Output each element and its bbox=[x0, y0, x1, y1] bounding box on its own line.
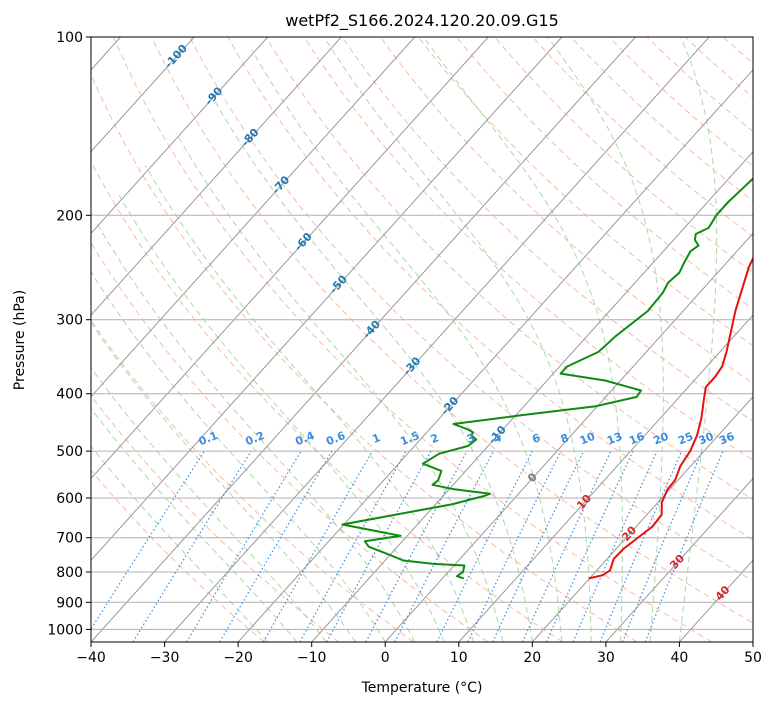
moist-adiabat bbox=[91, 270, 386, 642]
x-tick-label: −40 bbox=[76, 650, 106, 666]
chart-title: wetPf2_S166.2024.120.20.09.G15 bbox=[285, 11, 559, 31]
y-tick-label: 100 bbox=[56, 30, 83, 46]
isotherm-line bbox=[91, 37, 489, 480]
mixing-ratio-line bbox=[599, 450, 683, 642]
mixing-ratio-line bbox=[622, 450, 703, 642]
isotherm-line bbox=[91, 37, 342, 316]
moist-adiabat bbox=[210, 94, 533, 642]
mixing-ratio-label: 16 bbox=[627, 430, 646, 448]
x-tick-label: −10 bbox=[297, 650, 327, 666]
mixing-ratio-line bbox=[91, 450, 205, 631]
dry-adiabat bbox=[189, 37, 753, 582]
dry-adiabat bbox=[113, 37, 713, 642]
x-tick-label: 30 bbox=[597, 650, 615, 666]
isotherm-line bbox=[531, 396, 753, 642]
mixing-ratio-line bbox=[326, 450, 432, 642]
dry-adiabat bbox=[91, 73, 638, 642]
mixing-ratio-line bbox=[492, 450, 585, 642]
temperature-profile bbox=[588, 255, 753, 580]
mixing-ratio-label: 36 bbox=[717, 430, 736, 448]
y-tick-label: 900 bbox=[56, 595, 83, 611]
mixing-ratio-line bbox=[186, 450, 302, 642]
x-tick-label: 10 bbox=[450, 650, 468, 666]
x-tick-label: −30 bbox=[150, 650, 180, 666]
moist-adiabat bbox=[323, 37, 592, 642]
dry-adiabat bbox=[379, 37, 753, 384]
moist-adiabat bbox=[145, 165, 474, 642]
isotherm-line bbox=[164, 37, 710, 642]
x-tick-label: 0 bbox=[381, 650, 390, 666]
isotherm-line bbox=[384, 232, 753, 642]
mixing-ratio-label: 13 bbox=[605, 430, 624, 448]
mixing-ratio-label: 10 bbox=[578, 430, 597, 448]
mixing-ratio-label: 20 bbox=[651, 430, 670, 448]
mixing-ratio-line bbox=[521, 450, 612, 642]
mixing-ratio-line bbox=[546, 450, 634, 642]
y-tick-label: 1000 bbox=[47, 622, 83, 638]
isotherm-line bbox=[605, 477, 753, 642]
moist-adiabat bbox=[678, 37, 718, 642]
mixing-ratio-label: 25 bbox=[676, 430, 695, 448]
isotherm-line bbox=[458, 314, 753, 642]
isotherm-line bbox=[91, 37, 563, 561]
mixing-ratio-label: 3 bbox=[465, 431, 477, 446]
data-lines bbox=[341, 177, 753, 580]
mixing-ratio-line bbox=[299, 450, 407, 642]
plot-background bbox=[91, 37, 753, 642]
y-axis-label: Pressure (hPa) bbox=[12, 290, 28, 390]
x-tick-label: 40 bbox=[670, 650, 688, 666]
y-tick-label: 800 bbox=[56, 565, 83, 581]
dry-adiabat bbox=[91, 319, 414, 642]
mixing-ratio-label: 2 bbox=[429, 431, 441, 446]
y-tick-label: 700 bbox=[56, 531, 83, 547]
dry-adiabat bbox=[227, 37, 753, 541]
isotherm-line bbox=[237, 69, 753, 642]
mixing-ratio-line bbox=[219, 450, 333, 642]
mixing-ratio-line bbox=[132, 450, 252, 642]
mixing-ratio-label: 30 bbox=[697, 430, 716, 448]
isotherm-line bbox=[91, 37, 416, 398]
isotherm-line bbox=[91, 37, 269, 235]
dry-adiabat bbox=[418, 37, 753, 347]
moist-adiabat bbox=[118, 195, 445, 642]
x-tick-label: −20 bbox=[223, 650, 253, 666]
y-tick-label: 600 bbox=[56, 491, 83, 507]
dry-adiabat bbox=[91, 395, 340, 642]
dry-adiabat bbox=[151, 37, 753, 624]
moist-adiabat bbox=[91, 366, 327, 642]
dry-adiabat bbox=[570, 37, 753, 202]
moist-adiabat bbox=[251, 49, 563, 642]
background-lines bbox=[91, 37, 753, 642]
y-tick-label: 400 bbox=[56, 387, 83, 403]
mixing-ratio-line bbox=[262, 450, 374, 642]
y-tick-label: 200 bbox=[56, 208, 83, 224]
y-tick-label: 500 bbox=[56, 444, 83, 460]
x-axis-label: Temperature (°C) bbox=[361, 680, 483, 696]
moist-adiabat bbox=[547, 37, 664, 642]
dry-adiabat bbox=[91, 160, 563, 642]
moist-adiabat bbox=[95, 221, 416, 642]
dry-adiabat bbox=[341, 37, 753, 422]
dry-adiabat bbox=[456, 37, 753, 310]
mixing-ratio-line bbox=[467, 450, 562, 642]
dry-adiabat bbox=[303, 37, 753, 461]
isotherm-line bbox=[91, 37, 636, 642]
x-tick-label: 20 bbox=[523, 650, 541, 666]
mixing-ratio-label: 1 bbox=[370, 431, 382, 446]
isotherm-line bbox=[91, 37, 195, 153]
moist-adiabat bbox=[423, 37, 623, 642]
x-tick-label: 50 bbox=[744, 650, 762, 666]
isotherm-line bbox=[311, 150, 753, 642]
mixing-ratio-label: 8 bbox=[559, 431, 571, 446]
moist-adiabat bbox=[91, 321, 357, 642]
dry-adiabat bbox=[608, 37, 753, 167]
plot-frame bbox=[90, 36, 754, 643]
y-tick-label: 300 bbox=[56, 313, 83, 329]
dewpoint-profile bbox=[341, 177, 753, 580]
axes: −40 −30 −20 −10 0 10 20 30 40 50 100 200 300 400 500 60… bbox=[47, 30, 762, 666]
